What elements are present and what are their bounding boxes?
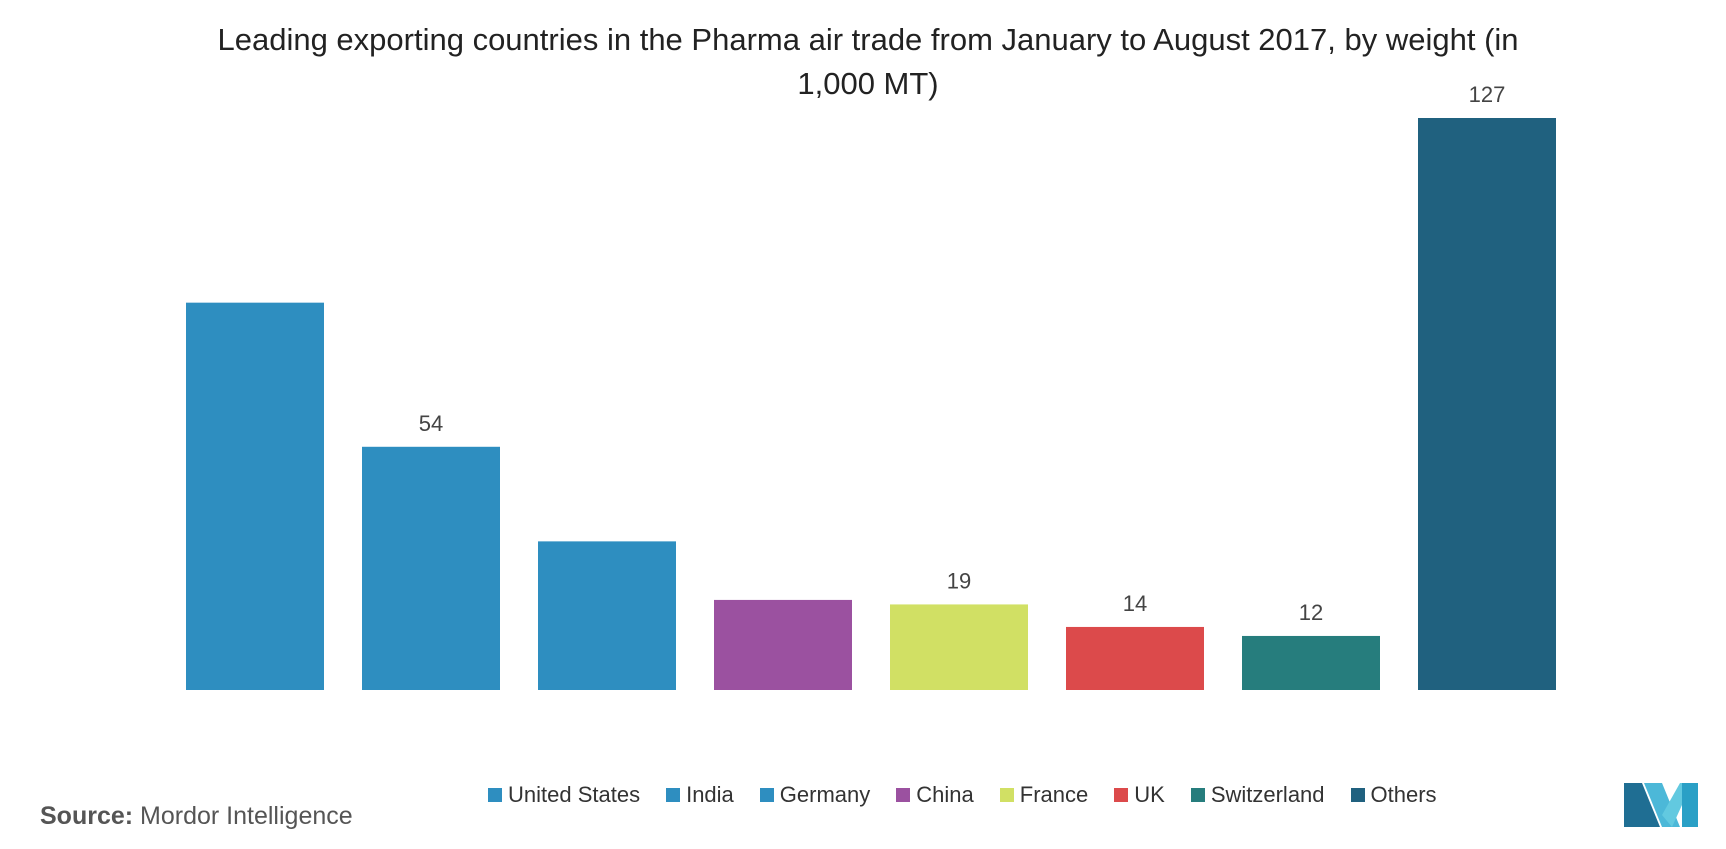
bar xyxy=(1066,626,1204,690)
legend-item: Others xyxy=(1350,782,1437,808)
legend-item: United States xyxy=(488,782,640,808)
legend-swatch xyxy=(999,788,1014,802)
legend-label: Germany xyxy=(779,782,871,807)
legend-label: China xyxy=(916,782,974,807)
legend-label: UK xyxy=(1134,782,1165,807)
bar xyxy=(890,604,1028,690)
bar xyxy=(186,302,324,690)
data-label: 12 xyxy=(1299,600,1323,625)
bar xyxy=(538,541,676,690)
source-text: Mordor Intelligence xyxy=(140,802,353,830)
legend-label: United States xyxy=(508,782,641,807)
legend-label: France xyxy=(1019,782,1089,807)
bar xyxy=(714,599,852,690)
legend-label: Others xyxy=(1370,782,1437,807)
source-label: Source: xyxy=(40,802,134,830)
legend-item: France xyxy=(999,782,1089,808)
legend-item: UK xyxy=(1114,782,1165,808)
legend-swatch xyxy=(488,788,502,802)
legend-swatch xyxy=(896,788,911,802)
bar xyxy=(1242,635,1380,690)
chart-title: Leading exporting countries in the Pharm… xyxy=(217,22,1519,101)
legend-swatch xyxy=(1350,788,1365,802)
legend-label: India xyxy=(686,782,734,807)
logo xyxy=(1624,783,1698,827)
legend: United States India Germany China France UK Sw… xyxy=(488,782,1437,808)
bar xyxy=(1418,118,1556,690)
legend-item: Switzerland xyxy=(1190,782,1325,808)
legend-swatch xyxy=(1114,788,1129,802)
data-label: 127 xyxy=(1469,82,1506,107)
legend-swatch xyxy=(759,788,774,802)
bar xyxy=(362,446,500,690)
legend-item: China xyxy=(896,782,974,808)
source: Source: Mordor Intelligence xyxy=(40,802,353,831)
data-label: 14 xyxy=(1123,591,1147,616)
legend-swatch xyxy=(1190,788,1205,802)
legend-item: Germany xyxy=(759,782,871,808)
legend-swatch xyxy=(666,788,681,802)
legend-label: Switzerland xyxy=(1210,782,1325,807)
legend-item: India xyxy=(666,782,734,808)
data-label: 54 xyxy=(419,411,443,436)
data-label: 19 xyxy=(947,568,971,593)
